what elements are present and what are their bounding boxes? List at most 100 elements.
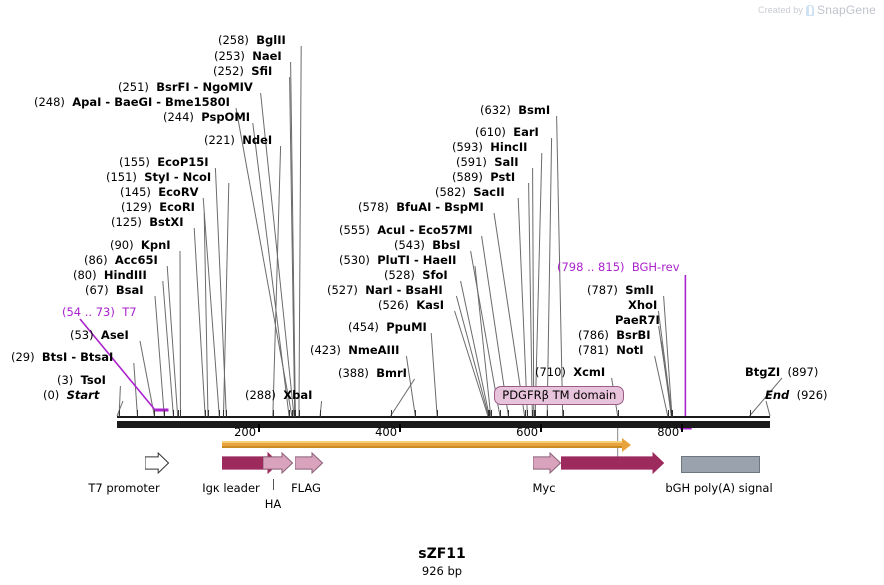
leader-line [289, 76, 296, 417]
enzyme-label[interactable]: (527) NarI - BsaHI [327, 283, 443, 297]
enzyme-label[interactable]: (543) BbsI [394, 238, 461, 252]
enzyme-site-tick [164, 410, 166, 417]
feature-arrow-t--promoter[interactable] [145, 452, 169, 474]
orf-arrowhead [622, 438, 631, 452]
enzyme-site-tick [671, 410, 673, 417]
enzyme-label[interactable]: PaeR7I [615, 313, 660, 327]
t7-primer-label[interactable]: (54 .. 73) T7 [62, 305, 137, 319]
enzyme-label[interactable]: (593) HincII [452, 140, 528, 154]
feature-label: Myc [532, 481, 556, 495]
leader-line [202, 197, 220, 417]
enzyme-label[interactable]: (252) SfiI [213, 64, 273, 78]
enzyme-site-tick [524, 410, 526, 417]
pdgfrb-tm-domain-box[interactable]: PDGFRβ TM domain [494, 386, 625, 405]
leader-line [290, 61, 296, 417]
enzyme-site-tick [617, 410, 619, 417]
enzyme-label[interactable]: (589) PstI [452, 170, 516, 184]
ruler-tick-mark [258, 424, 261, 432]
feature-box-bgh-polya[interactable] [681, 456, 760, 473]
enzyme-label[interactable]: (67) BsaI [85, 283, 144, 297]
enzyme-label[interactable]: (29) BtsI - BtsaI [11, 350, 114, 364]
enzyme-label[interactable]: (86) Acc65I [84, 253, 158, 267]
start-label[interactable]: (0) Start [43, 388, 100, 402]
enzyme-label[interactable]: (787) SmlI [587, 283, 654, 297]
ruler-tick-label: 600 [516, 425, 539, 439]
enzyme-label[interactable]: (90) KpnI [110, 238, 171, 252]
enzyme-label[interactable]: (610) EarI [475, 125, 539, 139]
enzyme-site-tick [173, 410, 175, 417]
enzyme-site-tick [487, 410, 489, 417]
enzyme-label[interactable]: (129) EcoRI [121, 200, 195, 214]
leader-line [474, 265, 492, 417]
feature-arrow-flag[interactable] [295, 452, 323, 474]
enzyme-site-tick [272, 410, 274, 417]
enzyme-label[interactable]: (244) PspOMI [163, 110, 251, 124]
leader-line [517, 197, 528, 417]
enzyme-site-tick [119, 410, 121, 417]
enzyme-label[interactable]: (528) SfoI [384, 268, 448, 282]
enzyme-label[interactable]: XhoI [628, 298, 658, 312]
sequence-backbone[interactable] [117, 421, 770, 428]
enzyme-site-tick [508, 410, 510, 417]
feature-arrow-cds-main[interactable] [561, 452, 664, 474]
ha-connector-tick [273, 479, 274, 490]
feature-label: T7 promoter [88, 481, 160, 495]
leader-line [166, 265, 179, 417]
snapgene-watermark: Created by SnapGene [758, 3, 876, 17]
enzyme-label[interactable]: (454) PpuMI [348, 320, 427, 334]
enzyme-label[interactable]: (388) BmrI [338, 366, 407, 380]
snapgene-logo-icon [806, 4, 815, 16]
sequence-length-label: 926 bp [421, 564, 463, 578]
end-label[interactable]: End (926) [765, 388, 828, 402]
enzyme-label[interactable]: (423) NmeAIII [310, 343, 400, 357]
enzyme-label[interactable]: (151) StyI - NcoI [106, 170, 212, 184]
leader-line [222, 182, 230, 417]
bgh-rev-primer-label[interactable]: (798 .. 815) BGH-rev [557, 260, 680, 274]
enzyme-site-tick [219, 410, 221, 417]
enzyme-label[interactable]: (145) EcoRV [120, 185, 199, 199]
enzyme-label[interactable]: (710) XcmI [535, 365, 606, 379]
feature-arrow-ha[interactable] [263, 452, 293, 474]
enzyme-label[interactable]: (530) PluTI - HaeII [339, 253, 457, 267]
enzyme-label[interactable]: (125) BstXI [111, 215, 184, 229]
leader-line [405, 355, 416, 417]
enzyme-site-tick [298, 410, 300, 417]
enzyme-label[interactable]: BtgZI (897) [745, 365, 819, 379]
enzyme-label[interactable]: (288) XbaI [245, 388, 313, 402]
enzyme-label[interactable]: (155) EcoP15I [119, 155, 209, 169]
enzyme-label[interactable]: (781) NotI [578, 343, 644, 357]
leader-line [193, 227, 206, 417]
enzyme-label[interactable]: (591) SalI [456, 155, 519, 169]
ruler-tick-label: 200 [234, 425, 257, 439]
enzyme-label[interactable]: (526) KasI [378, 298, 445, 312]
ruler-tick-mark [399, 424, 402, 432]
enzyme-label[interactable]: (632) BsmI [480, 103, 551, 117]
leader-line [660, 340, 672, 417]
leader-line [390, 378, 416, 417]
enzyme-label[interactable]: (578) BfuAI - BspMI [358, 200, 484, 214]
enzyme-site-tick [154, 410, 156, 417]
enzyme-label[interactable]: (555) AcuI - Eco57MI [339, 223, 473, 237]
enzyme-label[interactable]: (786) BsrBI [578, 328, 651, 342]
enzyme-label[interactable]: (53) AseI [70, 328, 129, 342]
enzyme-label[interactable]: (80) HindIII [73, 268, 147, 282]
enzyme-label[interactable]: (582) SacII [435, 185, 505, 199]
enzyme-label[interactable]: (3) TsoI [57, 373, 106, 387]
enzyme-label[interactable]: (221) NdeI [204, 133, 273, 147]
enzyme-site-tick [291, 410, 293, 417]
enzyme-site-tick [437, 410, 439, 417]
enzyme-label[interactable]: (253) NaeI [214, 49, 282, 63]
enzyme-site-tick [415, 410, 417, 417]
enzyme-site-tick [295, 410, 297, 417]
enzyme-label[interactable]: (248) ApaI - BaeGI - Bme1580I [34, 95, 230, 109]
enzyme-label[interactable]: (251) BsrFI - NgoMIV [118, 80, 253, 94]
feature-label: FLAG [291, 481, 321, 495]
enzyme-label[interactable]: (258) BglII [218, 33, 286, 47]
watermark-prefix: Created by [757, 5, 804, 15]
enzyme-site-tick [289, 410, 291, 417]
leader-line [430, 332, 438, 417]
feature-arrow-myc[interactable] [533, 452, 561, 474]
feature-label: HA [264, 497, 282, 511]
orf-arrow[interactable] [222, 441, 622, 448]
page-title: sZF11 [418, 546, 466, 562]
